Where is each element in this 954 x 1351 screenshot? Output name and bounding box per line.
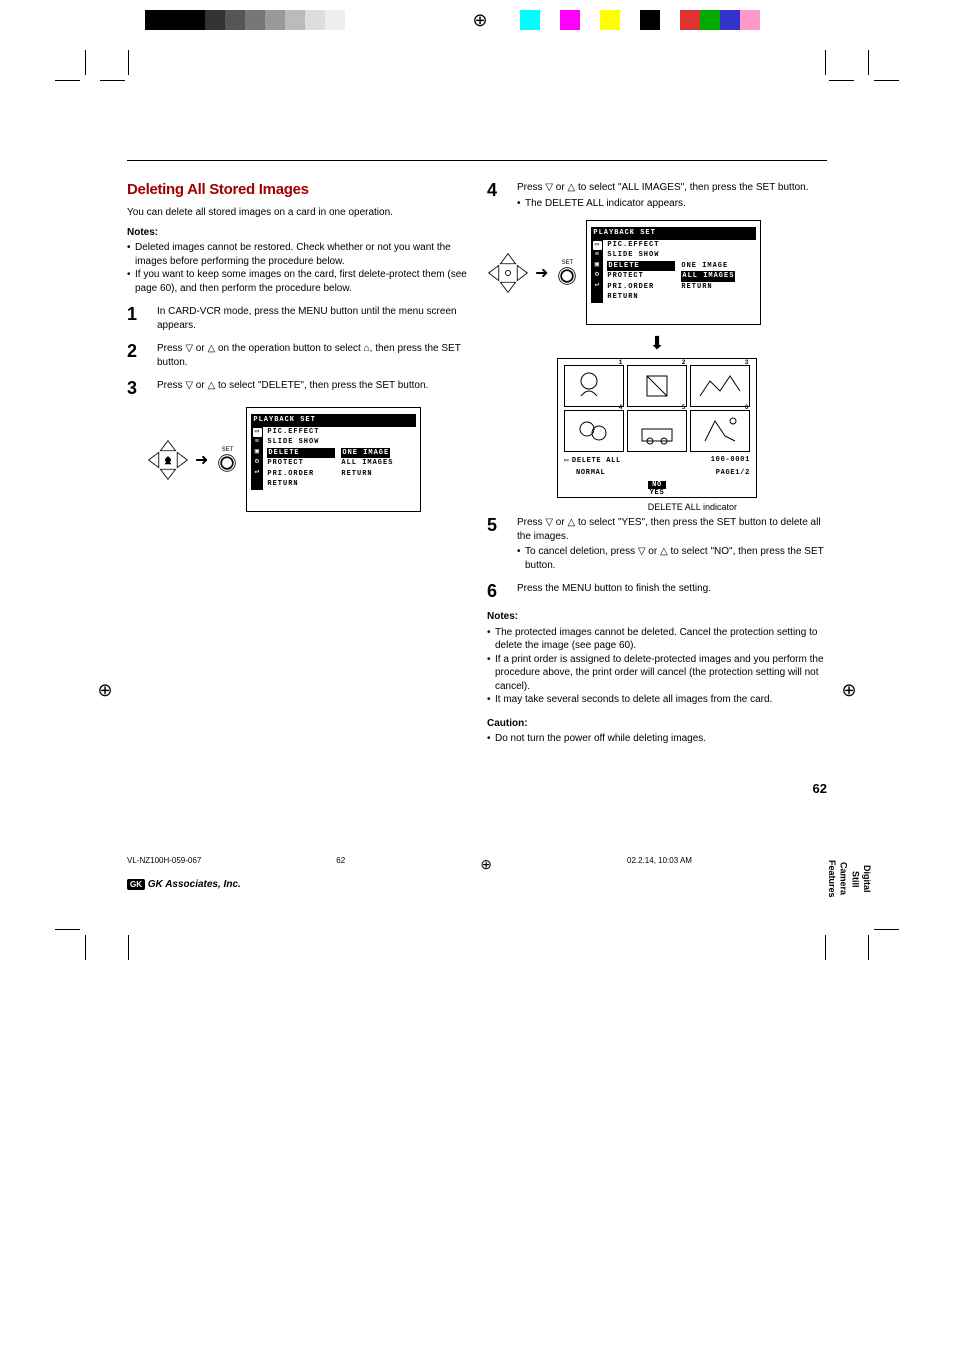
- card-icon: ▭: [253, 428, 262, 437]
- step-number: 1: [127, 305, 145, 323]
- camera-icon: ▣: [593, 261, 602, 270]
- note-item: If you want to keep some images on the c…: [127, 268, 467, 295]
- menu-title: PLAYBACK SET: [251, 414, 416, 427]
- film-icon: ≡: [593, 251, 602, 260]
- thumbnail: 6: [690, 410, 750, 452]
- crosshair-icon: ⊕: [95, 680, 115, 700]
- set-button-icon: SET: [554, 260, 580, 286]
- step-text: Press ▽ or △ on the operation button to …: [157, 342, 467, 369]
- menu-figure: ➜ SET PLAYBACK SET ▭ ≡ ▣: [487, 220, 827, 325]
- logo: GK GK Associates, Inc.: [127, 879, 827, 890]
- gear-icon: ⚙: [253, 458, 262, 467]
- down-arrow-icon: ⬇: [557, 333, 757, 354]
- menu-screen: PLAYBACK SET ▭ ≡ ▣ ⚙ ↵ PIC.EFFECT SLIDE …: [246, 407, 421, 512]
- dpad-icon: [147, 439, 189, 481]
- step-number: 2: [127, 342, 145, 360]
- caution-item: Do not turn the power off while deleting…: [487, 732, 827, 746]
- page-number: 62: [813, 781, 827, 796]
- step-number: 6: [487, 582, 505, 600]
- notes-heading: Notes:: [127, 226, 467, 240]
- arrow-right-icon: ➜: [195, 450, 208, 470]
- card-icon: ▭: [564, 456, 569, 465]
- arrow-right-icon: ➜: [535, 263, 548, 283]
- thumb-figure: ⬇ 1 2 3 4: [557, 333, 757, 512]
- thumbnail: 3: [690, 365, 750, 407]
- dpad-icon: [487, 252, 529, 294]
- step-sub: The DELETE ALL indicator appears.: [517, 197, 827, 211]
- return-icon: ↵: [253, 468, 262, 477]
- footer-time: 02.2.14, 10:03 AM: [627, 856, 692, 873]
- caution-list: Do not turn the power off while deleting…: [487, 732, 827, 746]
- footer-page: 62: [336, 856, 345, 873]
- caution-heading: Caution:: [487, 717, 827, 731]
- step-number: 5: [487, 516, 505, 534]
- step-text: Press ▽ or △ to select "YES", then press…: [517, 517, 821, 542]
- camera-icon: ▣: [253, 448, 262, 457]
- intro-text: You can delete all stored images on a ca…: [127, 206, 467, 220]
- step-text: In CARD-VCR mode, press the MENU button …: [157, 305, 467, 332]
- footer: VL-NZ100H-059-067 62 ⊕ 02.2.14, 10:03 AM: [127, 816, 827, 873]
- notes-list: The protected images cannot be deleted. …: [487, 626, 827, 707]
- thumbnail: 4: [564, 410, 624, 452]
- menu-sidebar: ▭ ≡ ▣ ⚙ ↵: [251, 427, 263, 490]
- note-item: If a print order is assigned to delete-p…: [487, 653, 827, 694]
- crosshair-icon: ⊕: [470, 10, 490, 30]
- menu-title: PLAYBACK SET: [591, 227, 756, 240]
- step-number: 3: [127, 379, 145, 397]
- side-tab: Digital Still Camera Features: [825, 860, 872, 898]
- step-text: Press the MENU button to finish the sett…: [517, 582, 827, 596]
- crosshair-icon: ⊕: [480, 856, 492, 873]
- step-number: 4: [487, 181, 505, 199]
- return-icon: ↵: [593, 281, 602, 290]
- thumbnail: 5: [627, 410, 687, 452]
- menu-screen: PLAYBACK SET ▭ ≡ ▣ ⚙ ↵ PIC.EFFECT SLIDE …: [586, 220, 761, 325]
- note-item: Deleted images cannot be restored. Check…: [127, 241, 467, 268]
- notes-list: Deleted images cannot be restored. Check…: [127, 241, 467, 295]
- notes-heading: Notes:: [487, 610, 827, 624]
- registration-marks: ⊕: [0, 0, 954, 50]
- figure-caption: DELETE ALL indicator: [557, 502, 757, 512]
- crop-marks-top: [0, 50, 954, 100]
- yes-option: YES: [646, 489, 669, 497]
- menu-sidebar: ▭ ≡ ▣ ⚙ ↵: [591, 240, 603, 303]
- crop-marks-bottom: [0, 910, 954, 960]
- film-icon: ≡: [253, 438, 262, 447]
- gear-icon: ⚙: [593, 271, 602, 280]
- top-divider: [127, 160, 827, 161]
- footer-file: VL-NZ100H-059-067: [127, 856, 201, 873]
- crosshair-icon: ⊕: [839, 680, 859, 700]
- note-item: The protected images cannot be deleted. …: [487, 626, 827, 653]
- thumbnail: 1: [564, 365, 624, 407]
- card-icon: ▭: [593, 241, 602, 250]
- step-sub: To cancel deletion, press ▽ or △ to sele…: [517, 545, 827, 572]
- step-text: Press ▽ or △ to select "ALL IMAGES", the…: [517, 182, 809, 193]
- menu-figure: ➜ SET PLAYBACK SET ▭ ≡ ▣: [147, 407, 467, 512]
- no-option: NO: [648, 481, 666, 489]
- set-button-icon: SET: [214, 447, 240, 473]
- thumbnail: 2: [627, 365, 687, 407]
- section-title: Deleting All Stored Images: [127, 181, 467, 198]
- step-text: Press ▽ or △ to select "DELETE", then pr…: [157, 379, 467, 393]
- note-item: It may take several seconds to delete al…: [487, 693, 827, 707]
